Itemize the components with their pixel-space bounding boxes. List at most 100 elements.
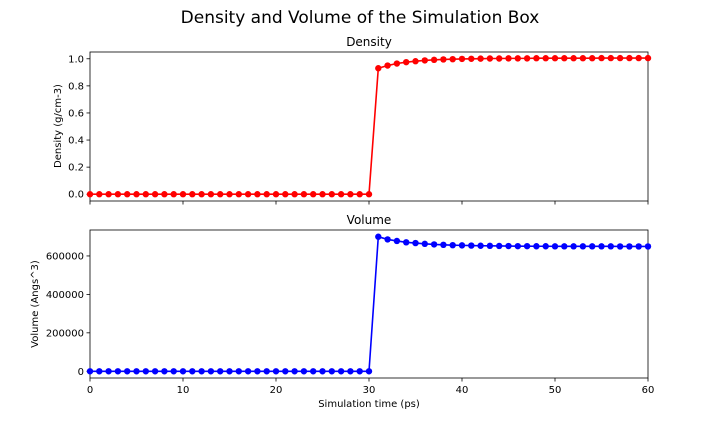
volume-data-point: [347, 368, 354, 375]
density-data-point: [319, 191, 326, 198]
volume-x-tick-label: 0: [87, 385, 93, 396]
density-data-point: [86, 191, 94, 198]
density-data-point: [337, 191, 345, 198]
density-data-point: [421, 57, 428, 64]
volume-data-point: [310, 368, 317, 375]
volume-series: [86, 233, 652, 375]
density-data-point: [189, 191, 196, 198]
density-data-point: [198, 191, 205, 198]
volume-data-point: [523, 242, 531, 250]
density-data-point: [384, 62, 391, 69]
density-data-point: [496, 55, 503, 62]
volume-data-point: [105, 368, 112, 375]
density-data-point: [468, 55, 475, 62]
volume-data-point: [542, 243, 549, 250]
density-panel-title: Density: [346, 35, 392, 49]
density-data-point: [207, 191, 215, 198]
volume-x-tick-label: 50: [549, 385, 562, 396]
density-data-point: [356, 191, 363, 198]
volume-data-point: [644, 243, 652, 250]
volume-data-point: [142, 368, 149, 375]
volume-data-point: [440, 241, 447, 248]
volume-data-point: [217, 368, 224, 375]
density-data-point: [365, 191, 373, 198]
density-data-point: [272, 191, 280, 198]
density-data-point: [644, 54, 652, 62]
volume-data-point: [551, 243, 559, 250]
density-y-tick-label: 0.0: [68, 190, 84, 201]
density-data-point: [151, 191, 159, 198]
volume-data-point: [477, 242, 484, 249]
density-data-point: [393, 60, 401, 67]
volume-data-point: [514, 242, 521, 250]
volume-y-tick-label: 0: [78, 367, 84, 378]
density-y-axis-label: Density (g/cm-3): [53, 84, 64, 168]
volume-data-point: [337, 368, 345, 375]
volume-panel: Volume Volume (Angs^3) Simulation time (…: [30, 213, 654, 410]
volume-data-point: [356, 368, 363, 375]
volume-data-point: [124, 368, 131, 375]
volume-data-point: [226, 368, 233, 375]
volume-data-point: [300, 368, 308, 375]
volume-data-point: [458, 242, 466, 249]
density-y-tick-label: 0.6: [68, 108, 84, 119]
volume-data-point: [96, 368, 103, 375]
density-data-point: [114, 191, 122, 198]
density-series: [86, 54, 652, 198]
density-data-point: [282, 191, 289, 198]
figure-title: Density and Volume of the Simulation Box: [181, 8, 540, 28]
volume-data-point: [319, 368, 326, 375]
volume-y-tick-label: 600000: [46, 251, 84, 262]
density-data-point: [254, 191, 261, 198]
volume-data-point: [449, 241, 456, 249]
volume-data-point: [635, 243, 642, 250]
volume-data-point: [291, 368, 298, 375]
volume-data-point: [170, 368, 177, 375]
density-data-point: [328, 191, 335, 198]
density-data-point: [542, 55, 549, 62]
density-data-point: [375, 65, 382, 72]
density-data-point: [430, 56, 438, 64]
density-data-point: [244, 191, 252, 198]
volume-data-point: [254, 368, 261, 375]
volume-data-point: [505, 242, 512, 250]
density-data-point: [300, 191, 308, 198]
density-data-point: [217, 191, 224, 198]
volume-data-point: [384, 236, 391, 243]
volume-data-point: [272, 368, 280, 375]
volume-y-tick-label: 400000: [46, 290, 84, 301]
volume-data-point: [403, 239, 410, 246]
density-data-point: [310, 191, 317, 198]
volume-data-point: [616, 243, 624, 250]
volume-data-point: [561, 243, 568, 250]
volume-data-point: [263, 368, 270, 375]
density-plot-area: [89, 51, 649, 202]
volume-data-point: [133, 368, 140, 375]
density-data-point: [235, 191, 242, 198]
volume-y-tick-label: 200000: [46, 328, 84, 339]
volume-data-point: [375, 233, 382, 240]
volume-x-tick-label: 40: [456, 385, 469, 396]
density-data-point: [347, 191, 354, 198]
density-data-point: [486, 55, 494, 62]
volume-data-point: [589, 243, 596, 250]
density-data-point: [449, 55, 456, 63]
density-data-point: [523, 55, 531, 62]
density-data-point: [179, 191, 187, 198]
density-axis-ticks: 0.0 0.2 0.4 0.6 0.8 1.0: [68, 54, 649, 205]
volume-data-point: [151, 368, 159, 375]
volume-data-point: [533, 243, 540, 250]
volume-data-point: [468, 242, 475, 249]
density-data-point: [616, 54, 624, 62]
density-data-point: [226, 191, 233, 198]
volume-data-point: [393, 237, 401, 245]
volume-panel-title: Volume: [347, 213, 392, 227]
density-data-point: [607, 54, 614, 62]
volume-data-point: [207, 368, 215, 375]
volume-data-point: [598, 243, 605, 250]
density-data-point: [170, 191, 177, 198]
volume-plot-area: [89, 229, 649, 379]
volume-data-point: [86, 368, 94, 375]
volume-data-point: [579, 243, 587, 250]
